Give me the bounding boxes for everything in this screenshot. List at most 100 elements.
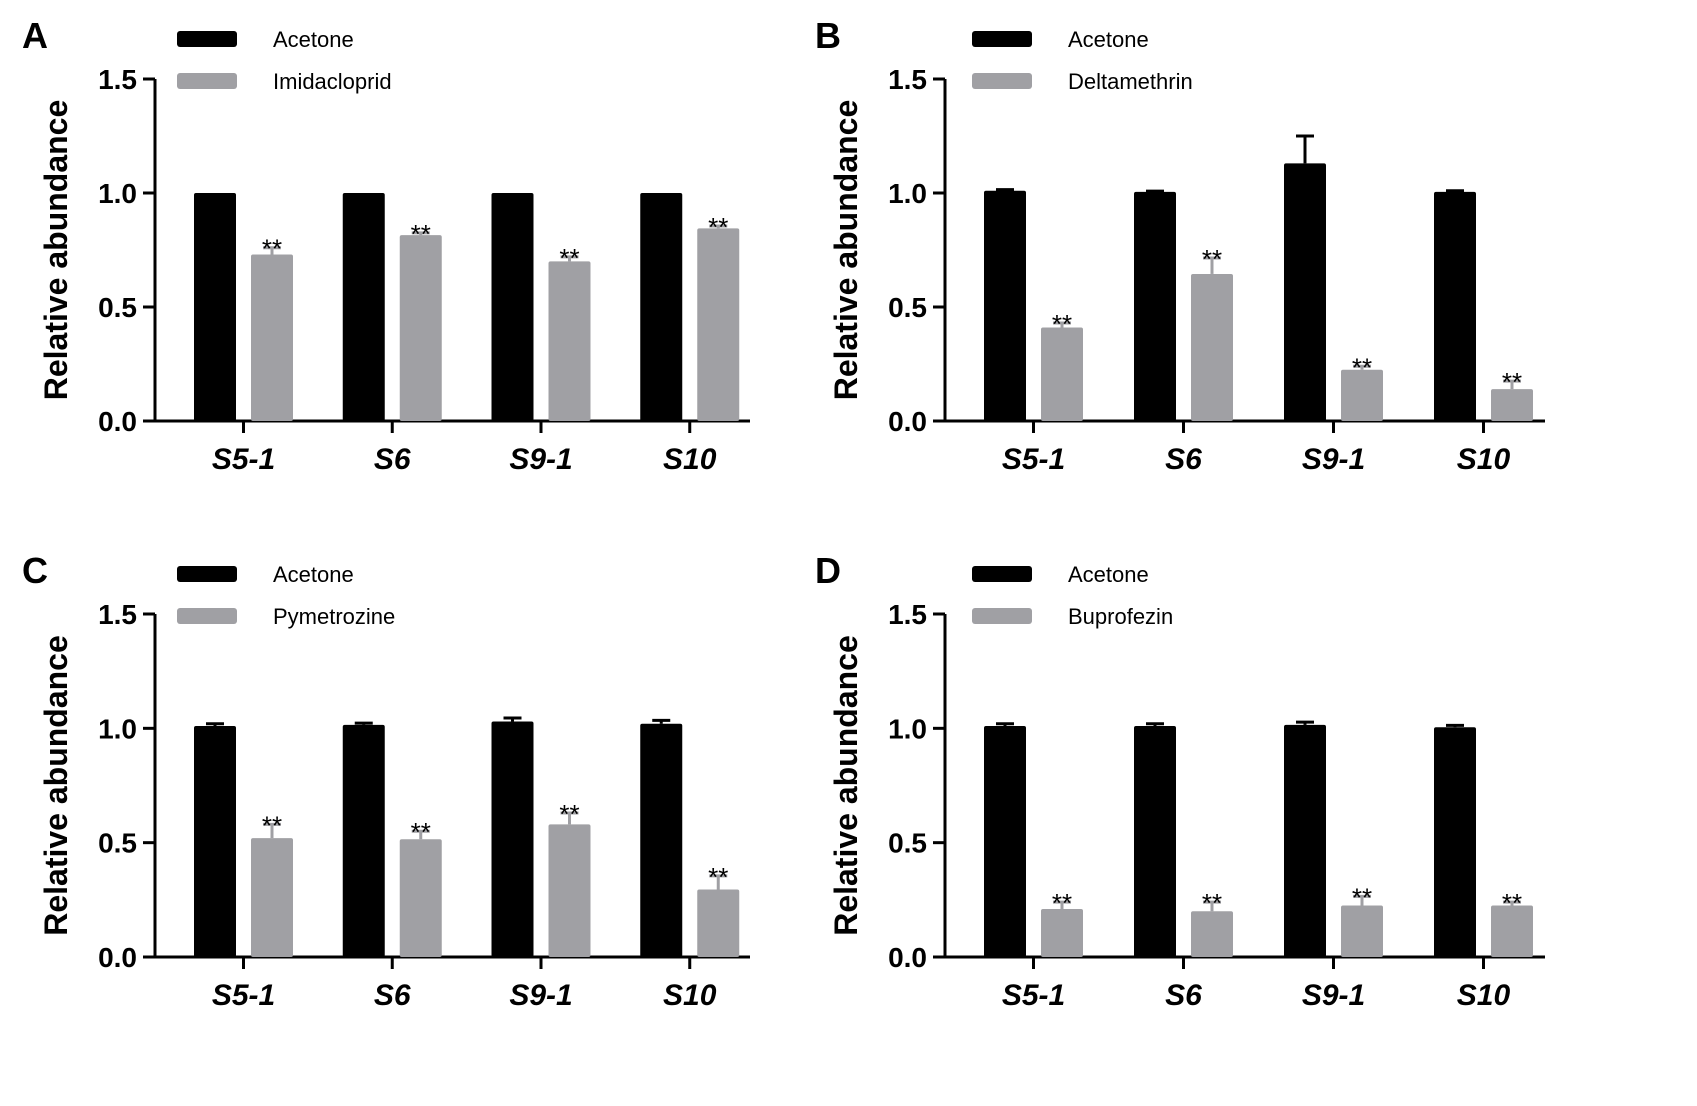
significance-label: **	[708, 212, 728, 242]
bar-control	[640, 723, 683, 957]
bar-treatment	[1491, 389, 1533, 421]
panel-label: C	[22, 550, 48, 591]
legend-swatch-treatment	[177, 73, 237, 89]
x-category-label: S5-1	[212, 443, 275, 476]
bar-control	[640, 193, 683, 421]
y-tick-label: 1.5	[888, 599, 927, 630]
bar-treatment	[251, 254, 293, 421]
significance-label: **	[1202, 888, 1222, 918]
panel-d: D Acetone Buprofezin 0.0 0.5 1.0 1.5 Relative a…	[815, 550, 1545, 1012]
bar-control	[1434, 727, 1476, 957]
x-category-label: S9-1	[509, 443, 572, 476]
x-category-label: S6	[374, 443, 411, 476]
y-tick-label: 1.0	[888, 713, 927, 744]
legend-swatch-control	[972, 31, 1032, 47]
legend-swatch-treatment	[972, 73, 1032, 89]
x-category-label: S5-1	[1002, 443, 1065, 476]
significance-label: **	[1502, 888, 1522, 918]
significance-label: **	[411, 817, 431, 847]
x-category-label: S6	[374, 979, 411, 1012]
y-tick-label: 1.5	[98, 64, 137, 95]
y-axis-title: Relative abundance	[828, 635, 864, 936]
y-tick-label: 0.5	[888, 292, 927, 323]
significance-label: **	[1502, 367, 1522, 397]
bar-treatment	[1341, 369, 1383, 421]
significance-label: **	[1052, 309, 1072, 339]
bar-treatment	[1491, 905, 1533, 957]
bar-treatment	[548, 261, 591, 421]
significance-label: **	[1352, 882, 1372, 912]
bar-control	[194, 726, 236, 957]
significance-label: **	[411, 219, 431, 249]
bar-treatment	[1041, 327, 1083, 421]
y-tick-label: 0.0	[98, 942, 137, 973]
legend-label: Imidacloprid	[273, 69, 392, 94]
significance-label: **	[559, 799, 579, 829]
bar-treatment	[399, 235, 442, 421]
legend-swatch-control	[177, 31, 237, 47]
y-tick-label: 1.5	[98, 599, 137, 630]
bar-control	[1434, 191, 1476, 421]
panel-label: A	[22, 15, 48, 56]
bar-control	[984, 190, 1026, 421]
legend-swatch-control	[177, 566, 237, 582]
panel-c: C Acetone Pymetrozine 0.0 0.5 1.0 1.5 Relative …	[22, 550, 750, 1012]
y-tick-label: 0.0	[98, 406, 137, 437]
legend-swatch-control	[972, 566, 1032, 582]
bar-treatment	[548, 824, 591, 957]
significance-label: **	[262, 234, 282, 264]
significance-label: **	[262, 810, 282, 840]
bar-treatment	[1041, 908, 1083, 957]
legend-label: Acetone	[273, 27, 354, 52]
legend-label: Acetone	[1068, 27, 1149, 52]
bar-treatment	[1191, 273, 1233, 421]
y-tick-label: 0.0	[888, 942, 927, 973]
bar-treatment	[1191, 911, 1233, 957]
x-category-label: S10	[663, 443, 717, 476]
bar-treatment	[697, 228, 740, 421]
panel-b: B Acetone Deltamethrin 0.0 0.5 1.0 1.5 Relative…	[815, 15, 1545, 476]
x-category-label: S10	[663, 979, 717, 1012]
y-tick-label: 0.0	[888, 406, 927, 437]
y-tick-label: 1.0	[98, 713, 137, 744]
panel-label: D	[815, 550, 841, 591]
legend-label: Acetone	[273, 562, 354, 587]
significance-label: **	[559, 243, 579, 273]
bar-control	[984, 726, 1026, 957]
bar-treatment	[399, 839, 442, 957]
legend-label: Deltamethrin	[1068, 69, 1193, 94]
legend-label: Pymetrozine	[273, 604, 395, 629]
y-tick-label: 0.5	[888, 828, 927, 859]
bar-control	[342, 193, 385, 421]
bar-control	[1134, 726, 1176, 957]
legend-swatch-treatment	[177, 608, 237, 624]
bar-treatment	[251, 838, 293, 957]
x-category-label: S5-1	[1002, 979, 1065, 1012]
bar-treatment	[1341, 905, 1383, 957]
bar-treatment	[697, 889, 740, 957]
y-tick-label: 1.0	[888, 178, 927, 209]
legend-swatch-treatment	[972, 608, 1032, 624]
y-axis-title: Relative abundance	[38, 635, 74, 936]
y-axis-title: Relative abundance	[38, 100, 74, 401]
bar-control	[1134, 191, 1176, 421]
y-tick-label: 1.5	[888, 64, 927, 95]
bar-control	[1284, 163, 1326, 422]
x-category-label: S6	[1165, 443, 1202, 476]
y-tick-label: 1.0	[98, 178, 137, 209]
significance-label: **	[1052, 888, 1072, 918]
bar-control	[342, 724, 385, 957]
x-category-label: S9-1	[509, 979, 572, 1012]
significance-label: **	[1202, 244, 1222, 274]
x-category-label: S6	[1165, 979, 1202, 1012]
y-axis-title: Relative abundance	[828, 100, 864, 401]
bar-control	[1284, 724, 1326, 957]
x-category-label: S10	[1457, 443, 1511, 476]
significance-label: **	[708, 862, 728, 892]
panel-label: B	[815, 15, 841, 56]
panel-a: A Acetone Imidacloprid 0.0 0.5 1.0 1.5 Relative…	[22, 15, 750, 476]
x-category-label: S10	[1457, 979, 1511, 1012]
y-tick-label: 0.5	[98, 292, 137, 323]
x-category-label: S9-1	[1302, 979, 1365, 1012]
